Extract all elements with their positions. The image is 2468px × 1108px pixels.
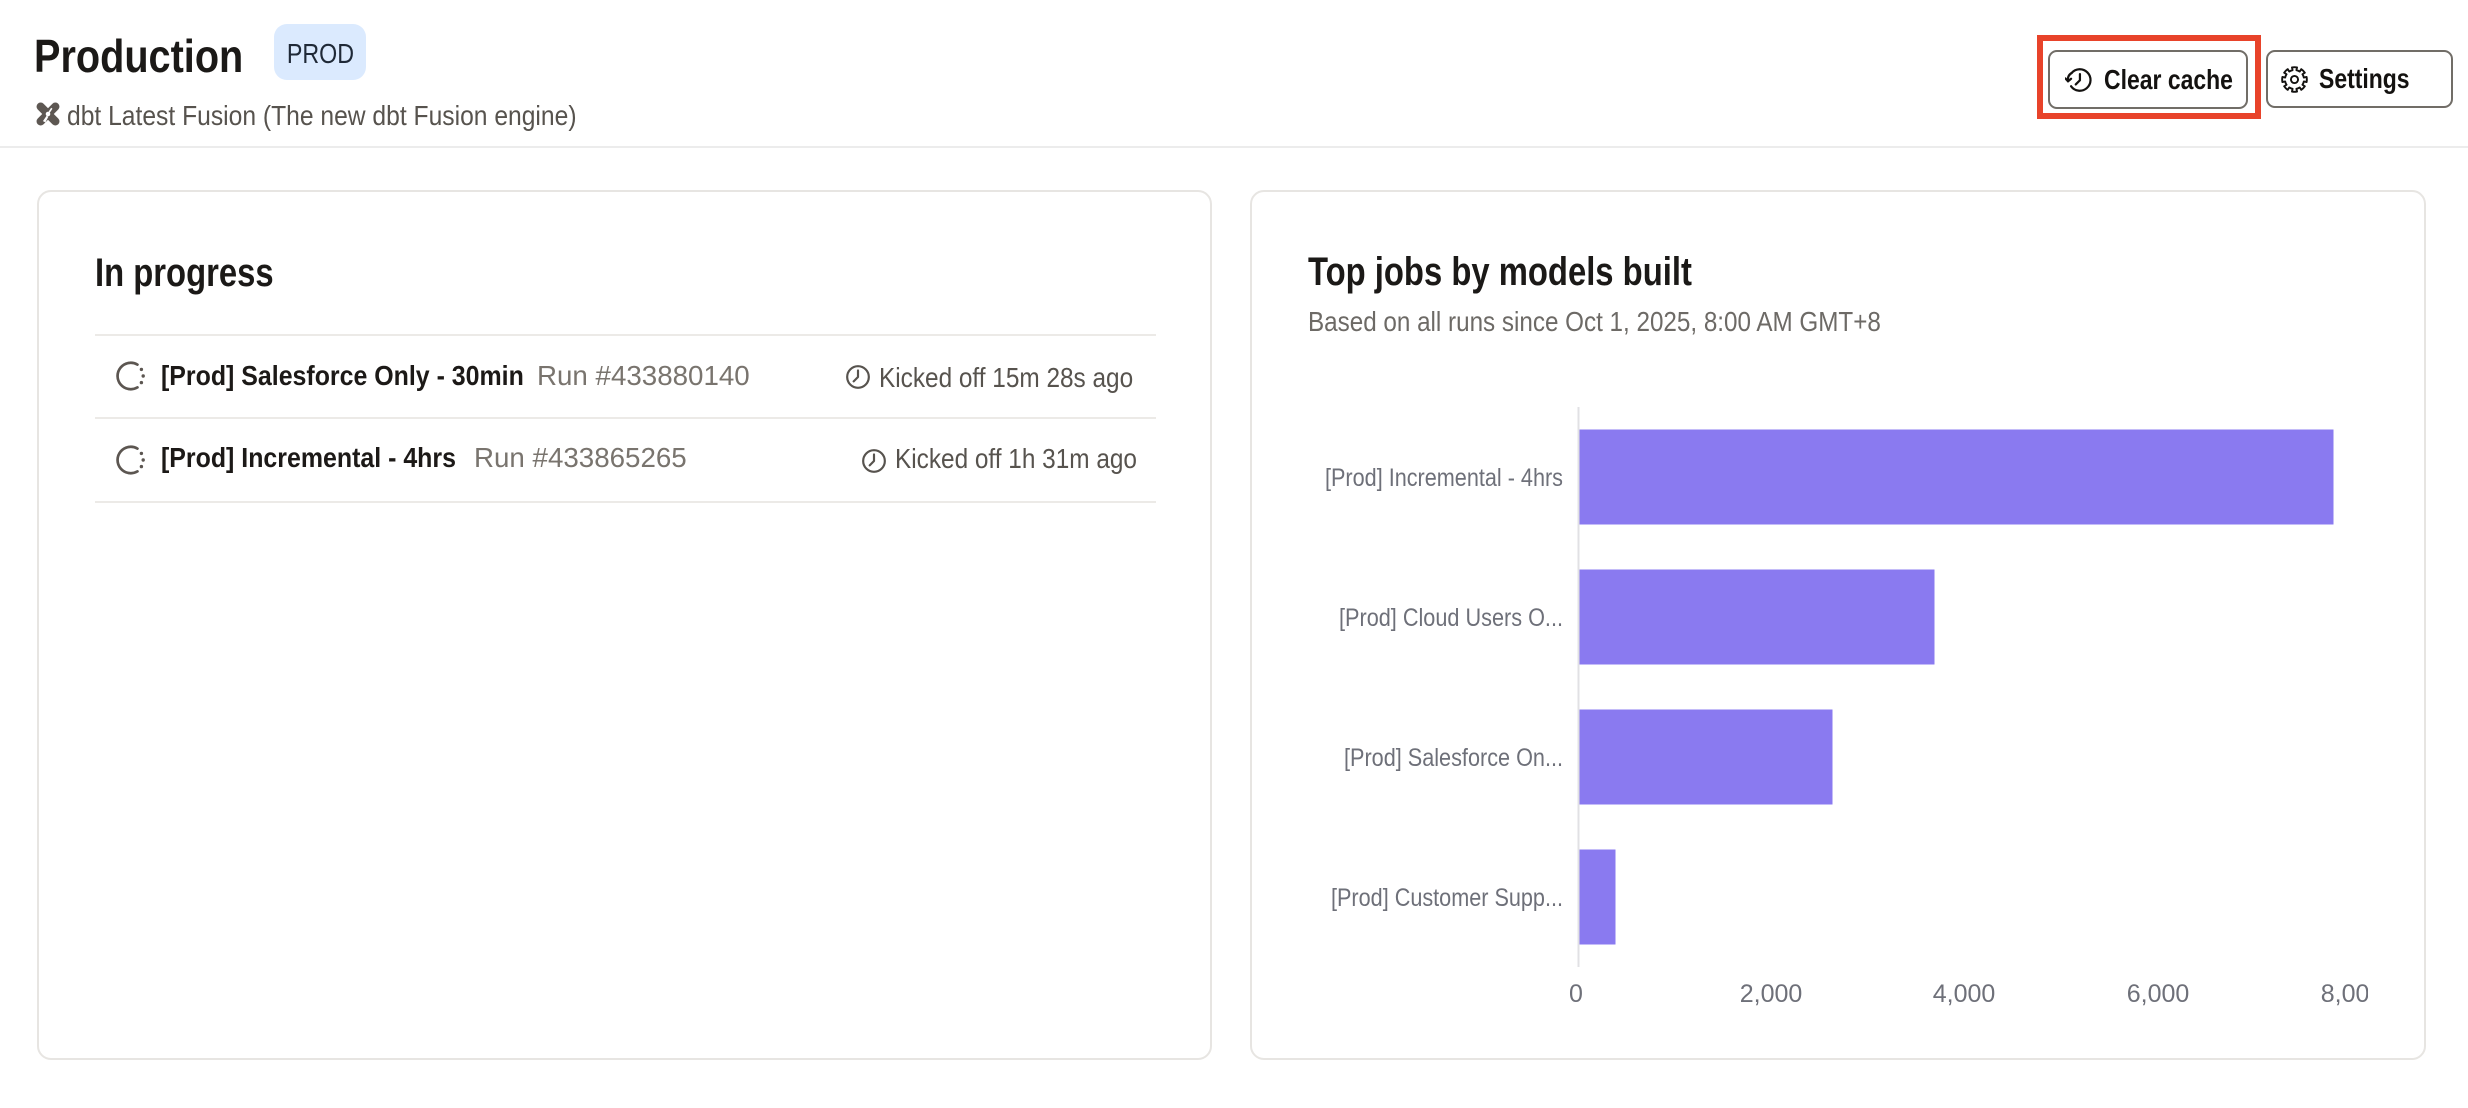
svg-text:[Prod] Customer Supp...: [Prod] Customer Supp... bbox=[1331, 884, 1563, 912]
svg-text:6,000: 6,000 bbox=[2127, 980, 2190, 1008]
svg-text:[Prod] Incremental - 4hrs: [Prod] Incremental - 4hrs bbox=[1325, 464, 1563, 492]
svg-text:2,000: 2,000 bbox=[1740, 980, 1803, 1008]
svg-text:0: 0 bbox=[1569, 980, 1583, 1008]
svg-text:8,000: 8,000 bbox=[2321, 980, 2368, 1008]
svg-text:[Prod] Salesforce On...: [Prod] Salesforce On... bbox=[1344, 744, 1563, 772]
svg-text:[Prod] Cloud Users O...: [Prod] Cloud Users O... bbox=[1339, 604, 1563, 632]
svg-text:4,000: 4,000 bbox=[1933, 980, 1996, 1008]
